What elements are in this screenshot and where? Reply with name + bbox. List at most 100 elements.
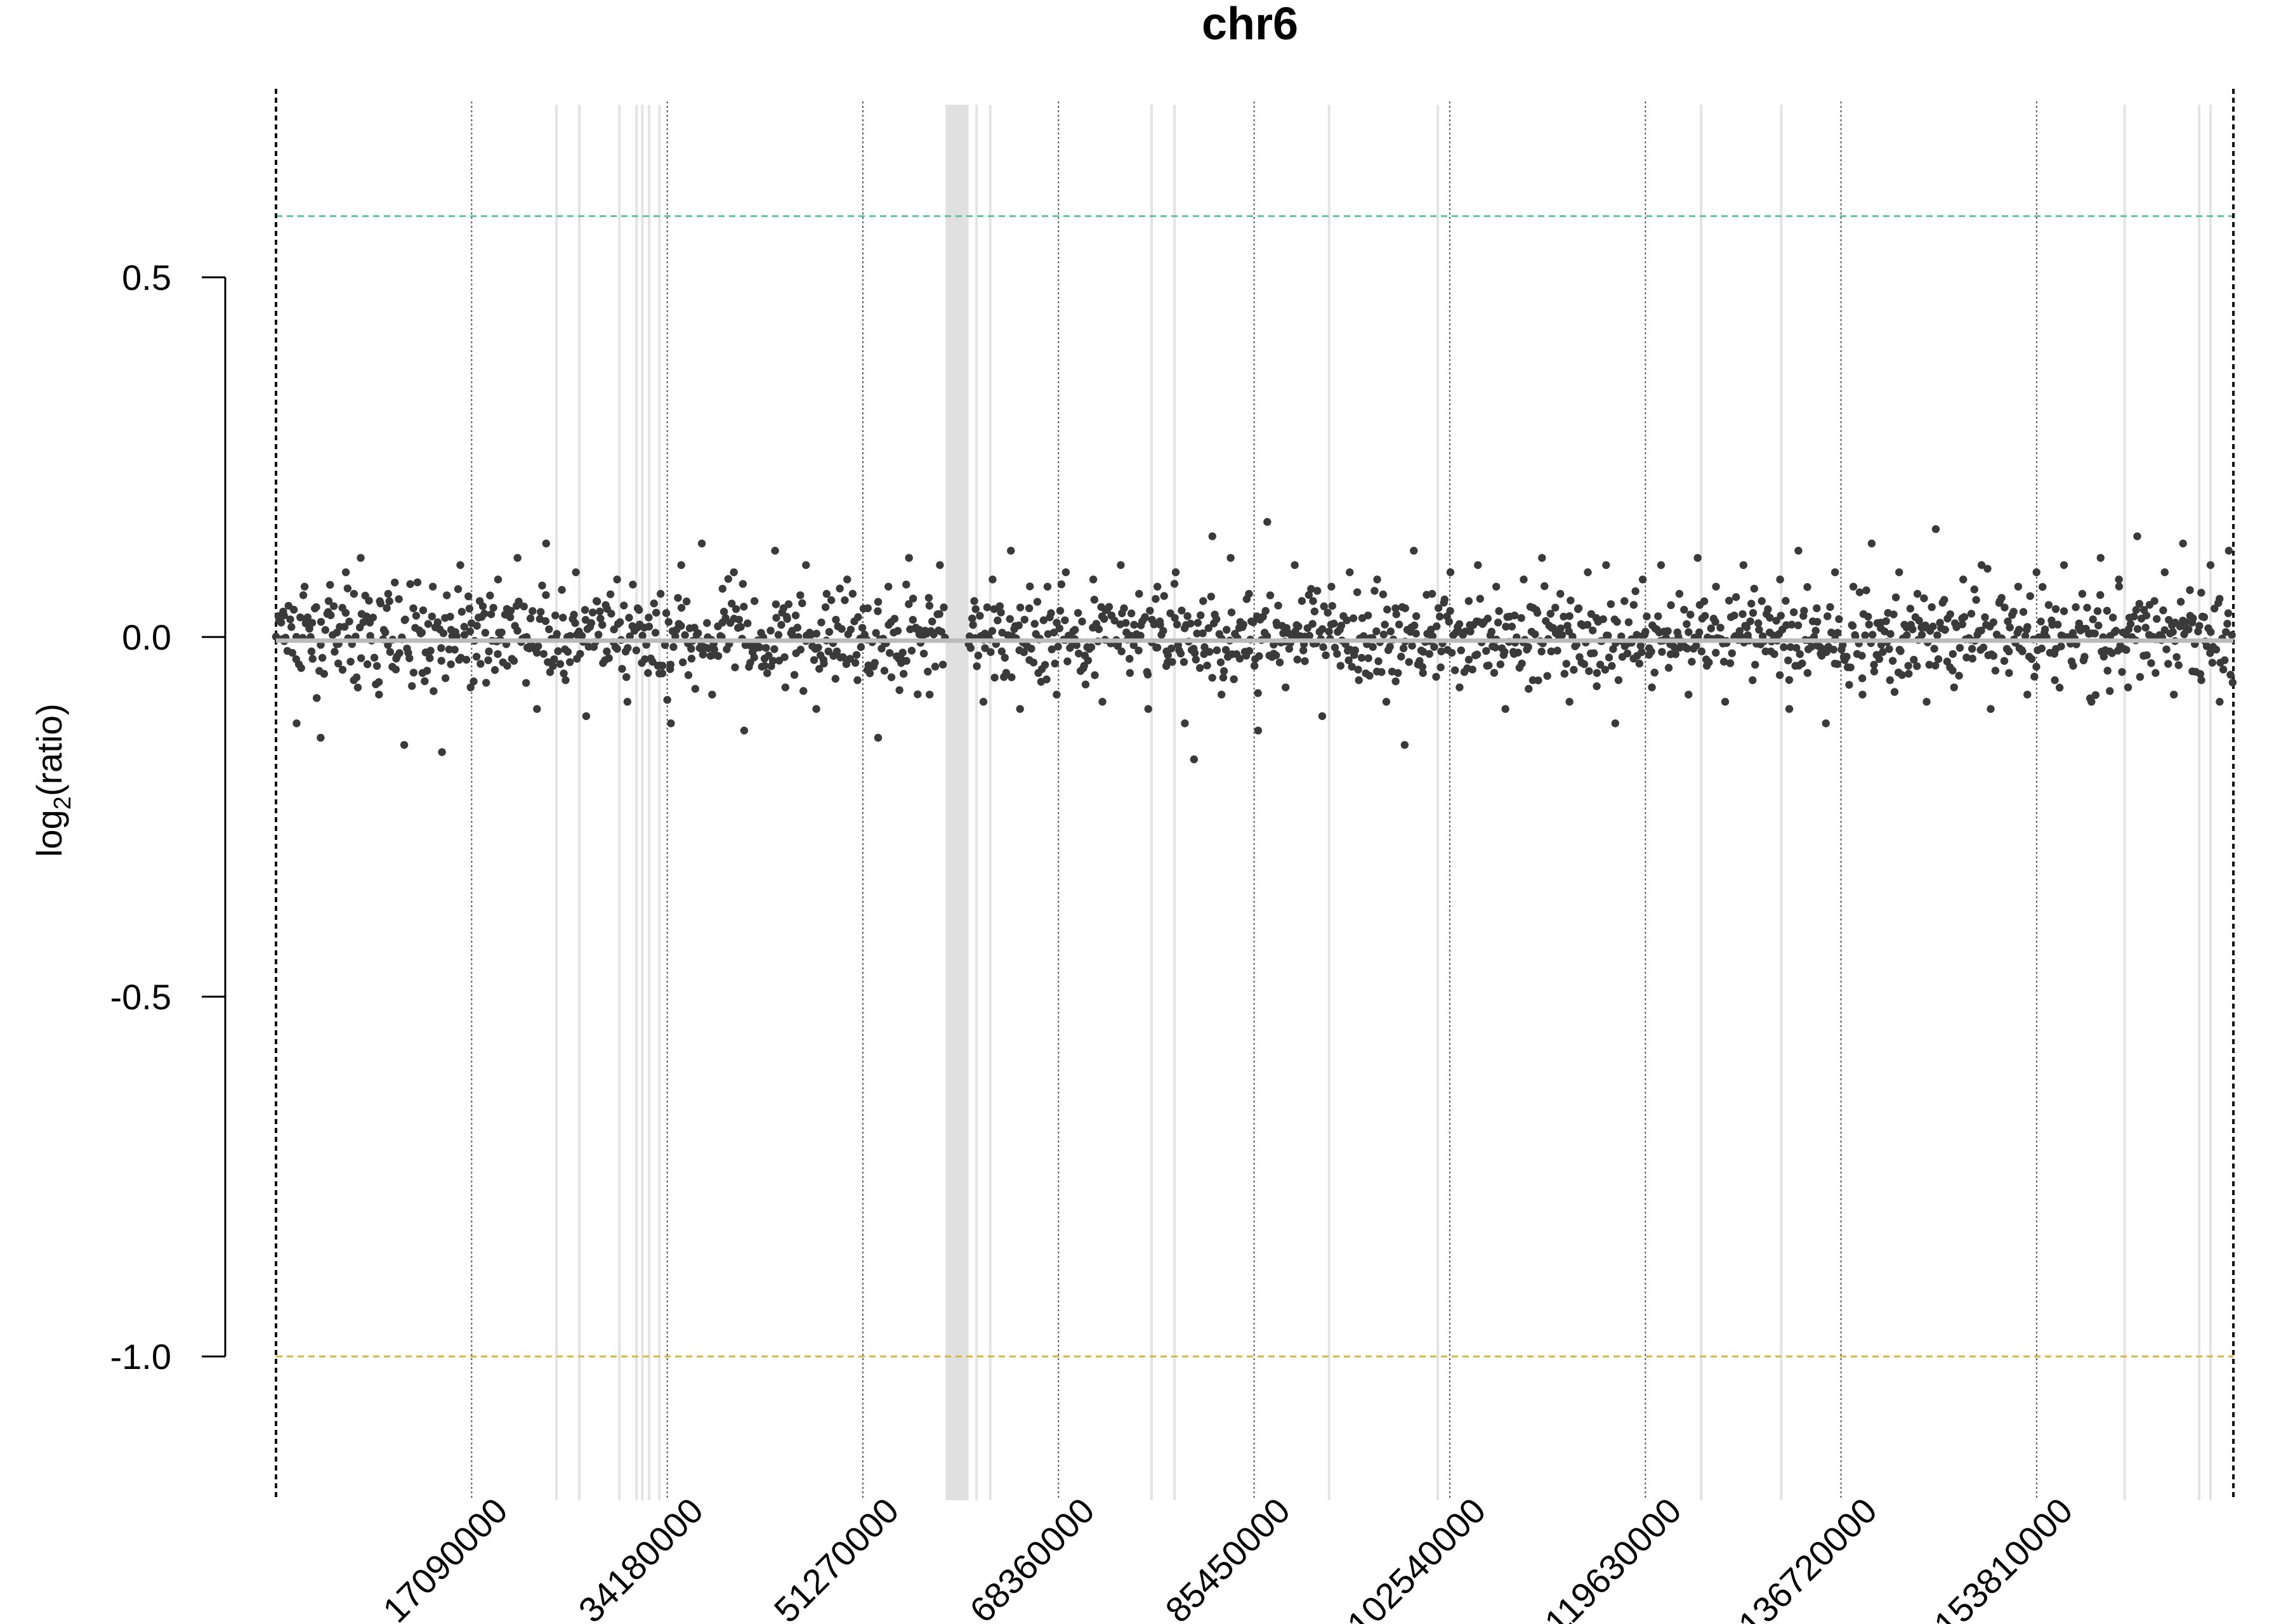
data-point [292, 719, 301, 728]
data-point [768, 657, 777, 665]
data-point [2219, 665, 2228, 674]
data-point [2051, 605, 2060, 613]
data-point [1098, 698, 1107, 706]
data-point [2196, 670, 2205, 678]
data-point [445, 645, 454, 653]
data-point [799, 687, 808, 695]
data-point [1069, 627, 1077, 636]
data-point [1357, 653, 1366, 662]
data-point [784, 600, 793, 608]
data-point [1427, 625, 1435, 634]
data-point [324, 597, 333, 605]
data-point [1299, 646, 1308, 655]
data-point [1658, 648, 1666, 656]
data-point [305, 624, 313, 633]
data-point [1960, 613, 1969, 621]
data-point [1599, 615, 1607, 624]
data-point [674, 594, 682, 602]
data-point [1171, 613, 1179, 622]
data-point [1560, 669, 1568, 678]
data-point [1446, 606, 1454, 615]
data-point [1433, 622, 1441, 631]
data-point [848, 589, 857, 598]
data-point [385, 597, 393, 605]
data-point [1168, 658, 1176, 666]
data-point [613, 575, 621, 584]
data-point [1958, 620, 1966, 629]
data-point [1882, 617, 1890, 625]
data-point [357, 554, 365, 562]
data-point [341, 568, 350, 577]
data-point [1386, 627, 1395, 636]
data-point [1355, 676, 1363, 684]
data-point [1601, 665, 1610, 674]
data-point [1346, 568, 1354, 577]
data-point [1195, 664, 1204, 672]
data-point [732, 605, 740, 613]
data-point [1848, 622, 1857, 630]
data-point [1917, 631, 1926, 639]
data-point [874, 607, 882, 615]
data-point [2189, 614, 2197, 622]
data-point [581, 606, 589, 614]
data-point [909, 594, 917, 603]
data-point [1294, 622, 1303, 631]
data-point [288, 648, 297, 657]
data-point [1695, 628, 1704, 637]
data-point [827, 596, 836, 605]
data-point [2023, 690, 2032, 699]
data-point [598, 620, 607, 629]
data-point [1556, 624, 1565, 632]
data-point [1623, 649, 1632, 658]
data-point [1213, 646, 1221, 655]
data-point [542, 539, 550, 547]
data-point [1033, 598, 1042, 606]
data-point [777, 620, 785, 629]
data-point [810, 656, 818, 664]
data-point [2108, 649, 2116, 657]
data-point [814, 643, 822, 652]
data-point [1593, 682, 1601, 690]
data-point [1349, 614, 1358, 622]
data-point [1301, 657, 1309, 665]
data-point [687, 645, 695, 653]
data-point [1358, 614, 1367, 622]
data-point [890, 615, 899, 623]
data-point [1712, 582, 1720, 591]
data-point [770, 645, 779, 653]
data-point [1365, 671, 1374, 680]
data-point [1833, 660, 1842, 669]
data-point [506, 613, 515, 622]
x-tick-label: 153810000 [1926, 1490, 2080, 1624]
data-point [466, 683, 475, 691]
data-point [1156, 620, 1164, 629]
data-point [1081, 680, 1090, 689]
data-point [1749, 676, 1757, 684]
data-point [1430, 643, 1438, 652]
data-point [1308, 620, 1317, 628]
data-point [1941, 625, 1949, 634]
data-point [2133, 532, 2141, 540]
data-point [2185, 625, 2193, 634]
data-point [1643, 612, 1651, 620]
data-point [570, 610, 578, 619]
data-point [1120, 604, 1128, 613]
data-point [1864, 612, 1872, 621]
data-point [1648, 683, 1656, 691]
x-tick-label: 51270000 [766, 1490, 907, 1624]
data-point [1391, 604, 1400, 613]
data-point [1435, 612, 1444, 621]
data-point [1838, 641, 1847, 649]
data-point [1061, 568, 1070, 577]
data-point [2083, 603, 2091, 612]
data-point [1580, 660, 1589, 669]
data-point [494, 650, 502, 658]
data-point [796, 645, 805, 654]
data-point [279, 607, 287, 616]
data-point [1171, 568, 1180, 577]
data-point [1851, 632, 1860, 641]
data-point [2206, 561, 2215, 569]
data-point [1707, 624, 1715, 632]
data-point [2133, 625, 2142, 633]
x-tick-label: 102540000 [1339, 1490, 1494, 1624]
